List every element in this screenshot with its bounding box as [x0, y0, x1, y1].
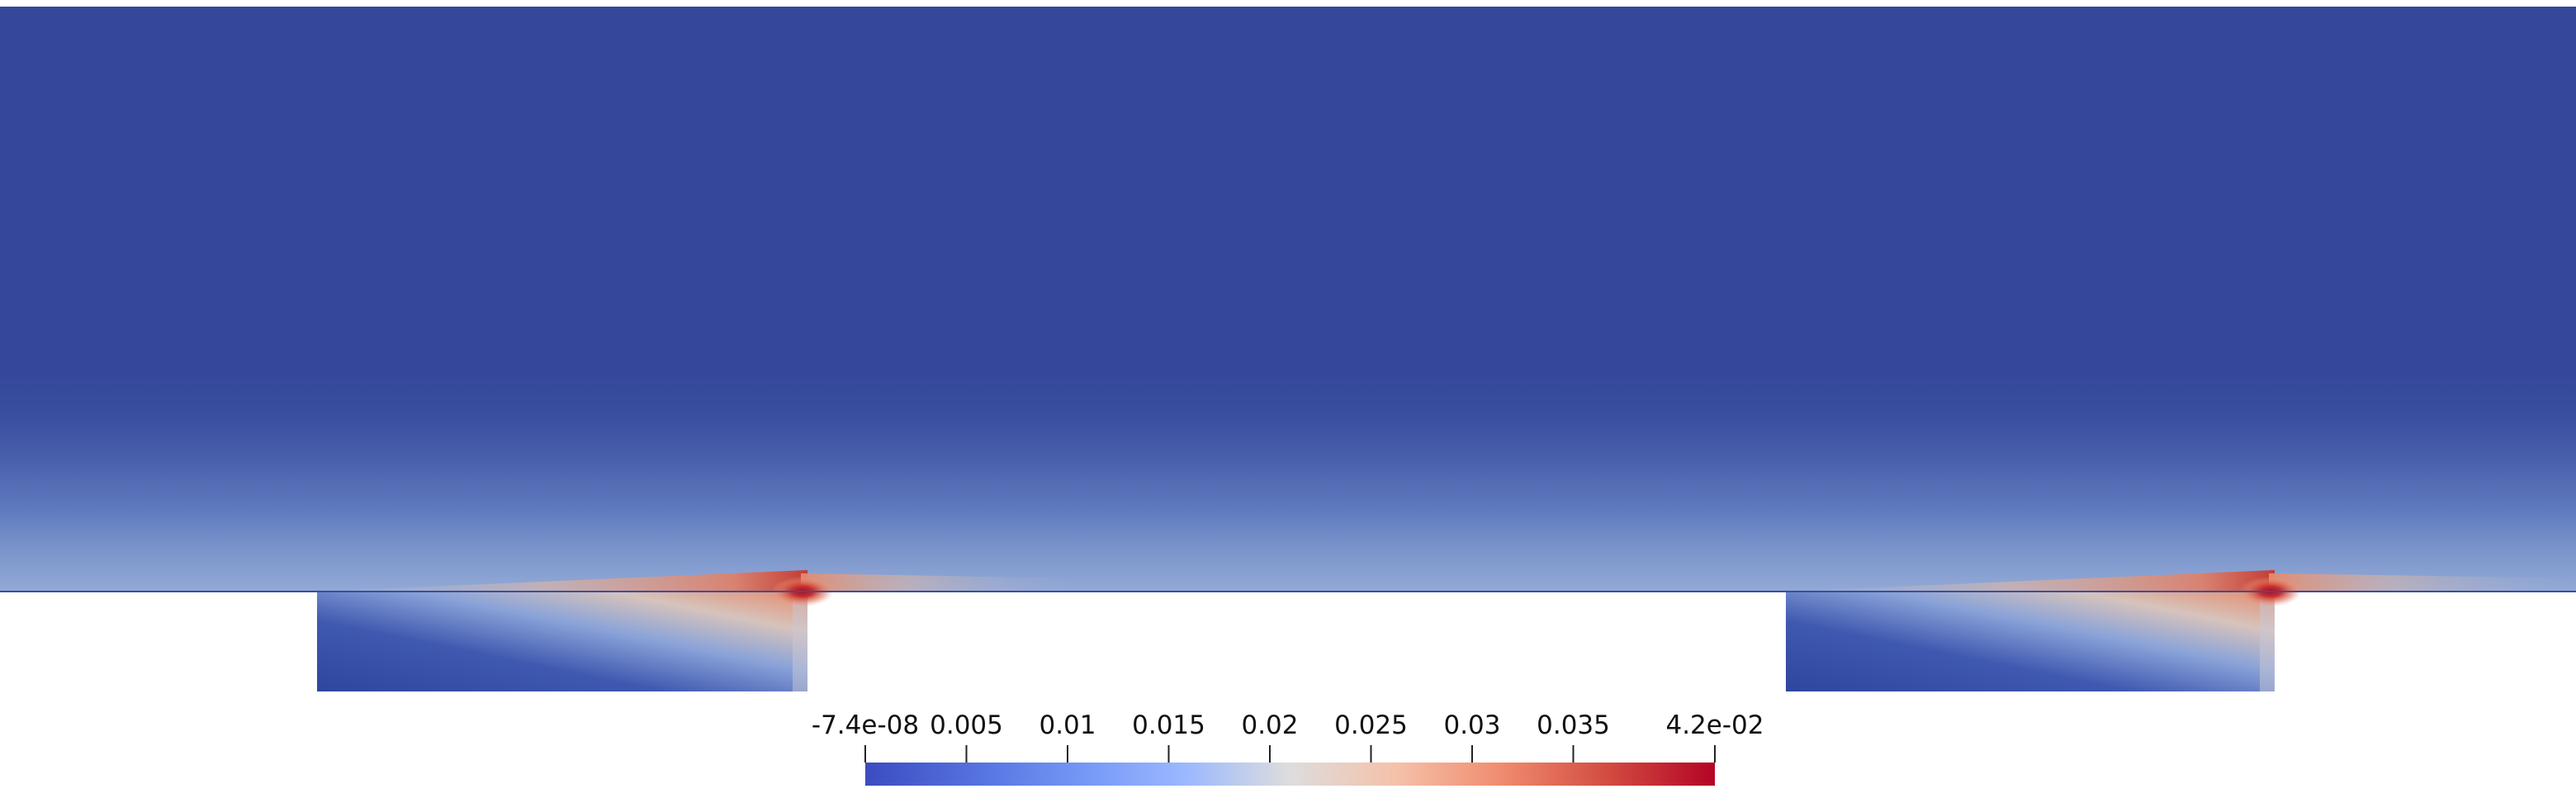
flow-domain: [0, 7, 2576, 691]
colorbar-tick-label: 0.035: [1537, 710, 1610, 740]
cavity-1: [317, 592, 807, 691]
colorbar-tick-label: 0.005: [930, 710, 1003, 740]
channel-region: [0, 7, 2576, 592]
shear-layer-2: [1786, 570, 2275, 592]
colorbar-tick-label: -7.4e-08: [812, 710, 919, 740]
colorbar-tick-label: 0.025: [1334, 710, 1408, 740]
colorbar: -7.4e-08 0.005 0.01 0.015 0.02 0.025 0.03 0.035…: [812, 710, 1764, 786]
shear-layer-1: [317, 570, 807, 592]
colorbar-tick-label: 0.02: [1241, 710, 1298, 740]
colorbar-tick-label: 0.015: [1132, 710, 1205, 740]
wake-1: [801, 573, 1073, 592]
colorbar-ticks: [864, 745, 1716, 763]
cavity-2: [1786, 592, 2275, 691]
colorbar-tick-label: 4.2e-02: [1665, 710, 1764, 740]
colorbar-gradient: [865, 763, 1715, 786]
wake-2: [2269, 573, 2576, 592]
colorbar-labels: -7.4e-08 0.005 0.01 0.015 0.02 0.025 0.03 0.035…: [812, 710, 1764, 740]
colorbar-tick-label: 0.01: [1039, 710, 1096, 740]
colorbar-tick-label: 0.03: [1443, 710, 1500, 740]
